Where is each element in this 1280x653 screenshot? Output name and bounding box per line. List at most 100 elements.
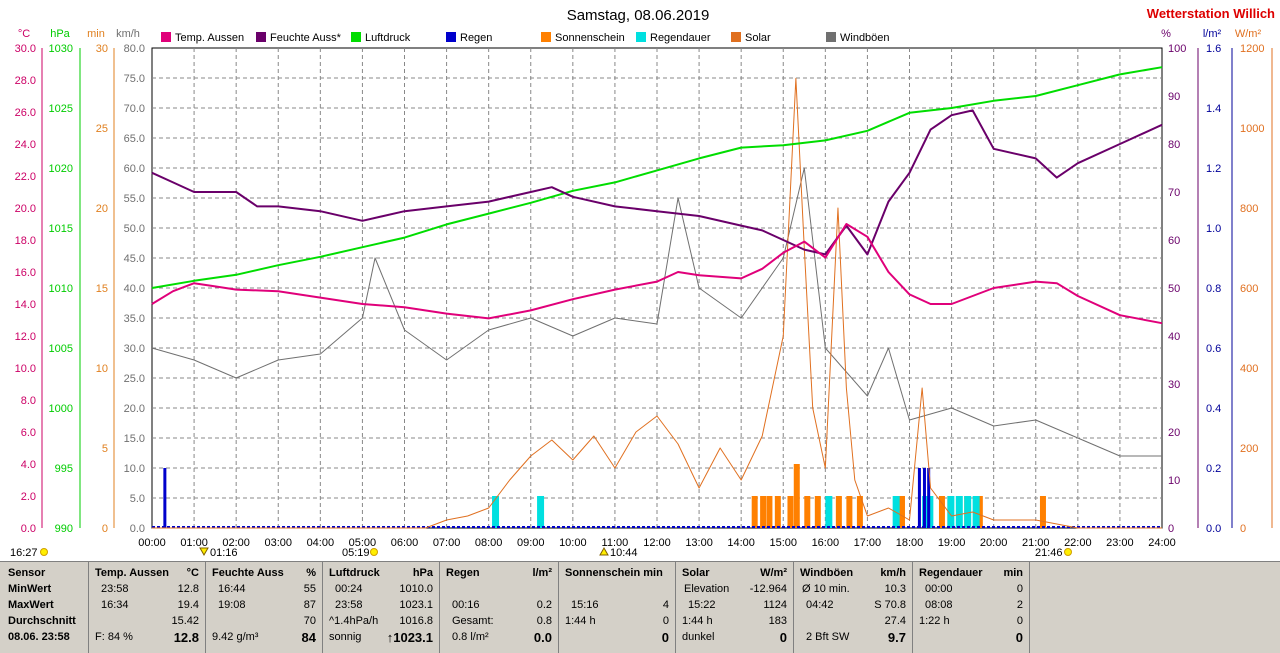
- temp-max-value: 19.4: [177, 599, 199, 611]
- col-temp: Temp. Aussen °C 23:58 12.8 16:34 19.4 15…: [89, 562, 206, 653]
- solar-max-value: 1124: [763, 599, 787, 611]
- temp-max-time: 16:34: [101, 599, 129, 611]
- axis-tick-temp: 2.0: [21, 491, 36, 503]
- x-tick-label: 13:00: [685, 537, 713, 549]
- header-hum: Feuchte Auss: [212, 567, 284, 579]
- axis-tick-temp: 10.0: [15, 363, 36, 375]
- axis-tick-wind: 75.0: [124, 73, 145, 85]
- axis-tick-temp: 18.0: [15, 235, 36, 247]
- x-tick-label: 24:00: [1148, 537, 1176, 549]
- sunshine-bar: [938, 496, 945, 528]
- rain-duration-bar: [955, 496, 963, 528]
- wind-avg2-value: 27.4: [884, 615, 906, 627]
- legend-swatch: [826, 32, 836, 42]
- axis-tick-sun: 0: [102, 523, 108, 535]
- press-min-value: 1010.0: [399, 583, 433, 595]
- wind-gust-line: [151, 167, 1162, 457]
- rain-duration-bar: [825, 496, 833, 528]
- axis-tick-temp: 8.0: [21, 395, 36, 407]
- event-marker-label: 05:19: [342, 547, 370, 559]
- wind-bft: 2 Bft SW: [806, 631, 850, 643]
- col-wind: Windböen km/h Ø 10 min. 10.3 04:42 S 70.…: [794, 562, 913, 653]
- x-tick-label: 07:00: [433, 537, 461, 549]
- axis-tick-wind: 20.0: [124, 403, 145, 415]
- solar-max-time: 15:22: [688, 599, 716, 611]
- temp-min-time: 23:58: [101, 583, 129, 595]
- legend-label: Regen: [460, 32, 492, 44]
- rdur-min-value: 0: [1016, 583, 1023, 595]
- header-press-unit: hPa: [412, 567, 433, 579]
- header-temp-unit: °C: [186, 567, 199, 579]
- x-tick-label: 14:00: [727, 537, 755, 549]
- rain-bar: [927, 468, 931, 528]
- legend-label: Feuchte Auss*: [270, 32, 342, 44]
- x-tick-label: 20:00: [980, 537, 1008, 549]
- solar-elevation-label: Elevation: [684, 583, 730, 595]
- header-temp: Temp. Aussen: [95, 567, 169, 579]
- axis-tick-wind: 15.0: [124, 433, 145, 445]
- wind-max-time: 04:42: [806, 599, 834, 611]
- sunshine-bar: [766, 496, 773, 528]
- header-sun-label: Sonnenschein: [565, 567, 641, 579]
- header-rdur-unit: min: [1003, 567, 1023, 579]
- axis-tick-press: 1005: [49, 343, 73, 355]
- axis-tick-temp: 20.0: [15, 203, 36, 215]
- hum-avg-value: 70: [303, 615, 316, 627]
- rdur-duration: 1:22 h: [919, 615, 950, 627]
- axis-tick-temp: 0.0: [21, 523, 36, 535]
- legend-swatch: [541, 32, 551, 42]
- event-markers: 16:27 01:16 05:19 10:44 21:46: [10, 546, 1072, 559]
- legend-label: Regendauer: [650, 32, 711, 44]
- rdur-min-time: 00:00: [925, 583, 953, 595]
- axis-tick-wind: 10.0: [124, 463, 145, 475]
- axis-tick-rain: 0.4: [1206, 403, 1221, 415]
- x-tick-label: 16:00: [812, 537, 840, 549]
- sunshine-bar: [976, 496, 983, 528]
- wind-avg-value: 10.3: [884, 583, 906, 595]
- x-tick-label: 01:00: [180, 537, 208, 549]
- press-trend: ^1.4hPa/h: [329, 615, 379, 627]
- axis-tick-press: 1020: [49, 163, 73, 175]
- axis-tick-solar: 400: [1240, 363, 1258, 375]
- legend-swatch: [161, 32, 171, 42]
- sun-current: 0: [661, 630, 669, 645]
- axis-tick-solar: 1000: [1240, 123, 1264, 135]
- axis-tick-rain: 0.0: [1206, 523, 1221, 535]
- hum-min-time: 16:44: [218, 583, 246, 595]
- header-sun-unit: min: [643, 567, 663, 579]
- rain-max-time: 00:16: [452, 599, 480, 611]
- temp-min-value: 12.8: [177, 583, 199, 595]
- axis-tick-hum: 0: [1168, 523, 1174, 535]
- temp-avg-value: 15.42: [171, 615, 199, 627]
- axis-tick-wind: 35.0: [124, 313, 145, 325]
- legend: Temp. Aussen Feuchte Auss* Luftdruck Regen S…: [161, 32, 890, 44]
- event-marker-label: 16:27: [10, 547, 38, 559]
- axis-tick-press: 1010: [49, 283, 73, 295]
- col-sun: Sonnenschein min 15:16 4 1:44 h 0 0: [559, 562, 676, 653]
- x-tick-label: 19:00: [938, 537, 966, 549]
- axis-tick-rain: 1.4: [1206, 103, 1221, 115]
- legend-swatch: [351, 32, 361, 42]
- axes: °C 30.0 28.0 26.0 24.0 22.0 20.0 18.0 16.0 14.0 12…: [15, 28, 1273, 549]
- rdur-max-time: 08:08: [925, 599, 953, 611]
- hum-min-value: 55: [303, 583, 316, 595]
- sun-max-time: 15:16: [571, 599, 599, 611]
- x-tick-label: 05:00: [349, 537, 377, 549]
- axis-unit-hum: %: [1161, 28, 1171, 40]
- x-tick-label: 06:00: [391, 537, 419, 549]
- sunshine-bar: [898, 496, 905, 528]
- sunshine-bar: [835, 496, 842, 528]
- sun-marker-icon: [40, 548, 48, 556]
- hum-current: 84: [301, 630, 316, 645]
- axis-tick-temp: 28.0: [15, 75, 36, 87]
- pressure-line: [151, 66, 1163, 289]
- solar-duration-value: 183: [768, 615, 787, 627]
- humidity-line: [151, 109, 1163, 256]
- axis-tick-hum: 100: [1168, 43, 1186, 55]
- legend-swatch: [256, 32, 266, 42]
- sunshine-bar: [774, 496, 781, 528]
- press-min-time: 00:24: [335, 583, 363, 595]
- header-solar: Solar: [682, 567, 710, 579]
- axis-tick-hum: 20: [1168, 427, 1180, 439]
- axis-unit-sun: min: [87, 28, 105, 40]
